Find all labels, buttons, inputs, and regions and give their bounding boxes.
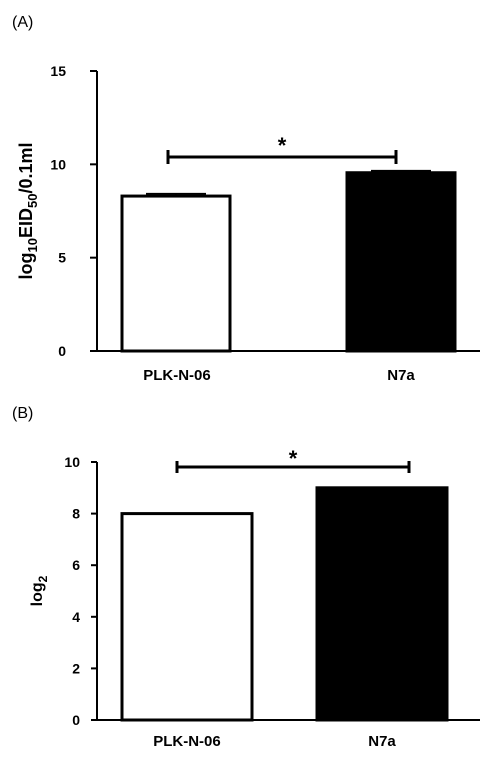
y-axis-title-part: /0.1ml <box>16 143 36 194</box>
panel-label: (B) <box>12 405 33 422</box>
y-tick-label: 10 <box>64 454 80 470</box>
x-tick-label: PLK-N-06 <box>153 733 221 750</box>
y-axis-title-part: EID <box>16 208 36 238</box>
x-tick-label: N7a <box>387 367 415 384</box>
y-tick-label: 6 <box>72 557 80 573</box>
y-axis-title-subscript: 2 <box>36 575 50 582</box>
x-tick-label: PLK-N-06 <box>143 367 211 384</box>
y-axis-title: log2 <box>29 575 50 606</box>
panel-label: (A) <box>12 14 33 31</box>
y-tick-label: 15 <box>50 63 66 79</box>
y-axis-title: log10EID50/0.1ml <box>16 143 40 280</box>
y-tick-label: 0 <box>58 343 66 359</box>
bar-plk-n-06 <box>120 194 232 353</box>
y-tick-label: 2 <box>72 660 80 676</box>
y-axis-title-subscript: 10 <box>25 238 40 252</box>
bar-plk-n-06 <box>120 512 254 722</box>
bar-n7a <box>345 171 457 353</box>
significance-marker: * <box>278 133 287 158</box>
bar-n7a <box>315 486 449 722</box>
y-tick-label: 4 <box>72 609 80 625</box>
x-tick-label: N7a <box>368 733 396 750</box>
y-tick-label: 10 <box>50 156 66 172</box>
y-tick-label: 8 <box>72 506 80 522</box>
y-tick-label: 0 <box>72 712 80 728</box>
significance-marker: * <box>289 446 298 471</box>
y-tick-label: 5 <box>58 250 66 266</box>
y-axis-title-subscript: 50 <box>25 194 40 208</box>
y-axis-title-part: log <box>16 252 36 279</box>
y-axis-title-part: log <box>29 582 46 606</box>
